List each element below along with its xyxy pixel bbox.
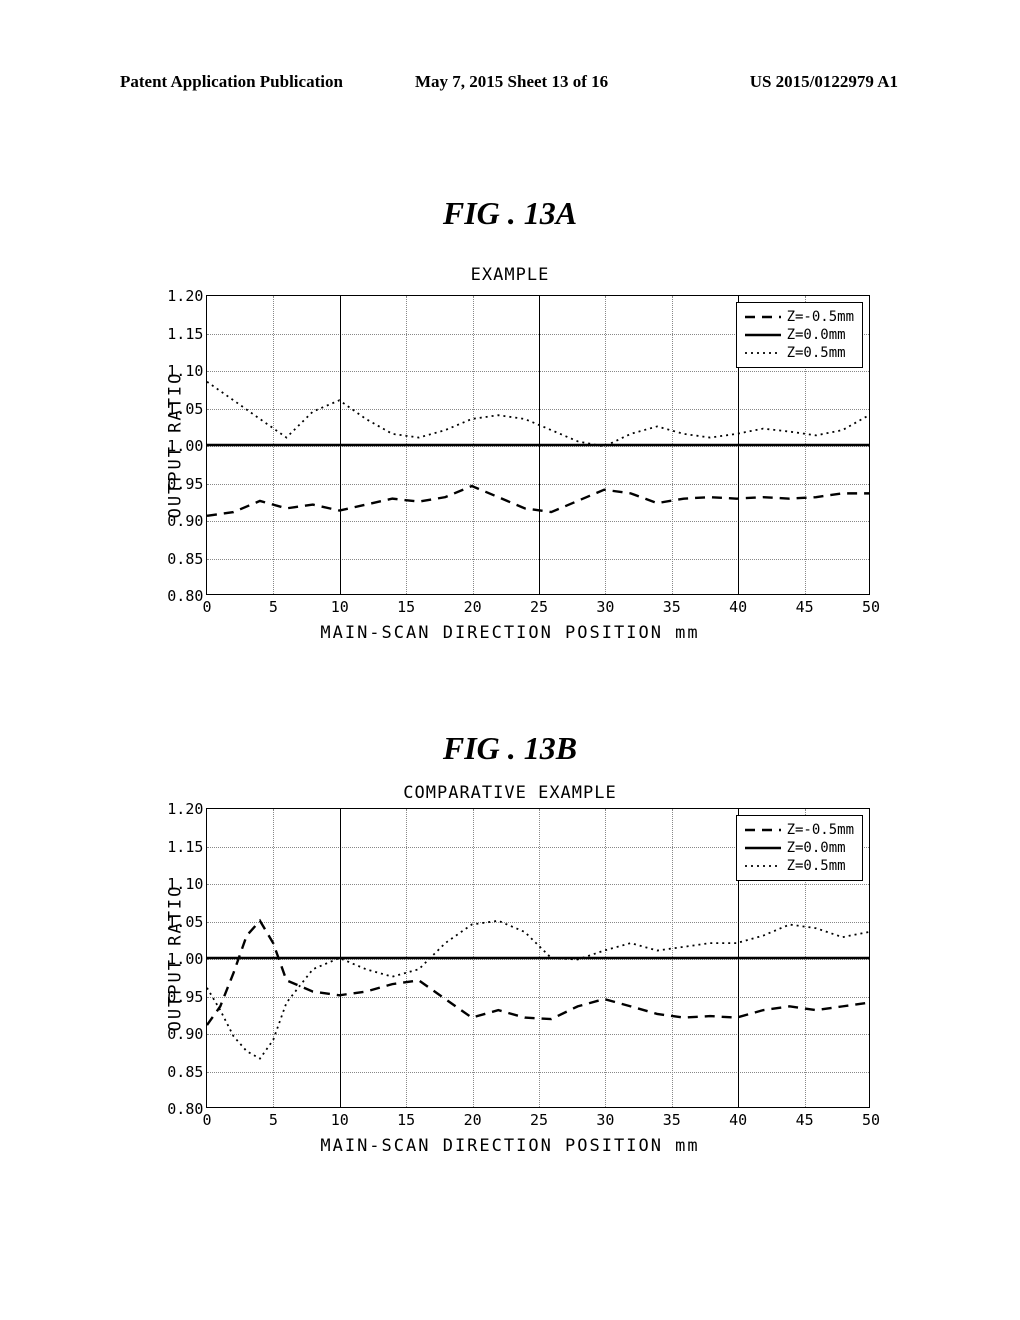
legend-label: Z=-0.5mm [787, 822, 854, 838]
ytick: 1.20 [167, 800, 203, 818]
fig-b-subtitle: COMPARATIVE EXAMPLE [403, 783, 616, 803]
header-right: US 2015/0122979 A1 [750, 72, 898, 92]
series-z_neg [207, 486, 869, 516]
chart-b: OUTPUT RATIO MAIN-SCAN DIRECTION POSITIO… [150, 808, 870, 1108]
ytick: 1.15 [167, 838, 203, 856]
legend-row: Z=-0.5mm [745, 822, 854, 838]
xtick: 0 [202, 1111, 211, 1129]
xtick: 40 [729, 598, 747, 616]
chart-b-plot: 0.800.850.900.951.001.051.101.151.200510… [206, 808, 870, 1108]
legend-row: Z=-0.5mm [745, 309, 854, 325]
xtick: 0 [202, 598, 211, 616]
legend-row: Z=0.0mm [745, 840, 854, 856]
xtick: 5 [269, 598, 278, 616]
fig-b-title: FIG . 13B [443, 730, 577, 767]
legend: Z=-0.5mm Z=0.0mm Z=0.5mm [736, 815, 863, 881]
chart-a-plot: 0.800.850.900.951.001.051.101.151.200510… [206, 295, 870, 595]
ytick: 0.90 [167, 1025, 203, 1043]
ytick: 1.05 [167, 400, 203, 418]
xtick: 15 [397, 598, 415, 616]
xtick: 45 [796, 598, 814, 616]
ytick: 1.00 [167, 950, 203, 968]
chart-a-xlabel: MAIN-SCAN DIRECTION POSITION mm [320, 623, 699, 643]
ytick: 0.80 [167, 1100, 203, 1118]
ytick: 0.95 [167, 988, 203, 1006]
ytick: 0.85 [167, 1063, 203, 1081]
ytick: 0.95 [167, 475, 203, 493]
legend-row: Z=0.5mm [745, 345, 854, 361]
legend-label: Z=0.0mm [787, 840, 846, 856]
ytick: 0.90 [167, 512, 203, 530]
xtick: 15 [397, 1111, 415, 1129]
ytick: 1.20 [167, 287, 203, 305]
header-mid: May 7, 2015 Sheet 13 of 16 [415, 72, 608, 92]
xtick: 35 [663, 1111, 681, 1129]
legend-swatch [745, 841, 781, 855]
xtick: 5 [269, 1111, 278, 1129]
legend-label: Z=0.0mm [787, 327, 846, 343]
fig-a-title: FIG . 13A [443, 195, 577, 232]
xtick: 25 [530, 1111, 548, 1129]
xtick: 10 [331, 598, 349, 616]
legend-swatch [745, 823, 781, 837]
xtick: 50 [862, 598, 880, 616]
xtick: 20 [464, 1111, 482, 1129]
ytick: 1.10 [167, 875, 203, 893]
xtick: 20 [464, 598, 482, 616]
xtick: 50 [862, 1111, 880, 1129]
chart-b-xlabel: MAIN-SCAN DIRECTION POSITION mm [320, 1136, 699, 1156]
legend: Z=-0.5mm Z=0.0mm Z=0.5mm [736, 302, 863, 368]
ytick: 1.05 [167, 913, 203, 931]
legend-swatch [745, 859, 781, 873]
series-z_pos [207, 382, 869, 447]
xtick: 30 [596, 1111, 614, 1129]
xtick: 10 [331, 1111, 349, 1129]
ytick: 0.80 [167, 587, 203, 605]
ytick: 1.15 [167, 325, 203, 343]
legend-label: Z=0.5mm [787, 345, 846, 361]
legend-label: Z=0.5mm [787, 858, 846, 874]
ytick: 1.10 [167, 362, 203, 380]
chart-a: OUTPUT RATIO MAIN-SCAN DIRECTION POSITIO… [150, 295, 870, 595]
legend-swatch [745, 310, 781, 324]
xtick: 45 [796, 1111, 814, 1129]
legend-swatch [745, 346, 781, 360]
xtick: 30 [596, 598, 614, 616]
legend-row: Z=0.5mm [745, 858, 854, 874]
fig-a-subtitle: EXAMPLE [471, 265, 550, 285]
xtick: 35 [663, 598, 681, 616]
legend-row: Z=0.0mm [745, 327, 854, 343]
series-z_neg [207, 921, 869, 1025]
legend-swatch [745, 328, 781, 342]
ytick: 1.00 [167, 437, 203, 455]
ytick: 0.85 [167, 550, 203, 568]
legend-label: Z=-0.5mm [787, 309, 854, 325]
xtick: 40 [729, 1111, 747, 1129]
header-left: Patent Application Publication [120, 72, 343, 92]
xtick: 25 [530, 598, 548, 616]
